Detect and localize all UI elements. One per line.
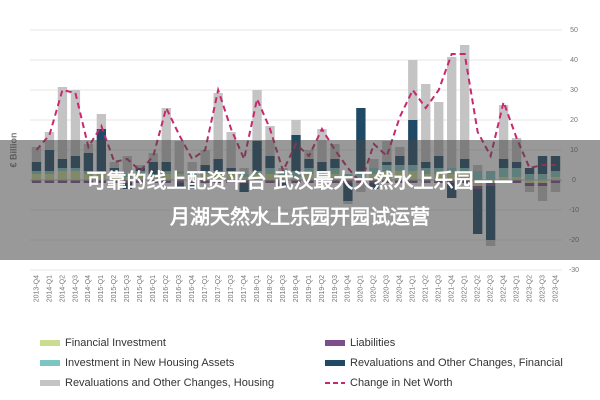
bar [447, 57, 457, 168]
x-tick-label: 2015-Q3 [124, 275, 131, 302]
x-tick-label: 2022-Q3 [487, 275, 494, 302]
x-tick-label: 2014-Q4 [85, 275, 92, 302]
x-tick-label: 2022-Q2 [475, 275, 482, 302]
x-tick-label: 2021-Q2 [423, 275, 430, 302]
x-tick-label: 2023-Q3 [539, 275, 546, 302]
bar [408, 60, 418, 120]
x-tick-label: 2019-Q2 [319, 275, 326, 302]
bar [161, 108, 171, 162]
banner-text: 可靠的线上配资平台 武汉最大天然水上乐园—— [87, 169, 514, 193]
x-tick-label: 2014-Q1 [46, 275, 53, 302]
x-tick-label: 2018-Q4 [293, 275, 300, 302]
x-tick-label: 2020-Q2 [371, 275, 378, 302]
x-tick-label: 2018-Q3 [280, 275, 287, 302]
banner-text: 月湖天然水上乐园开园试运营 [169, 205, 430, 229]
x-tick-label: 2019-Q1 [306, 275, 313, 302]
x-tick-label: 2020-Q4 [397, 275, 404, 302]
legend: Financial Investment Liabilities Investmen… [40, 337, 563, 389]
y-tick-label: 20 [570, 117, 578, 124]
x-tick-label: 2023-Q4 [552, 275, 559, 302]
x-tick-label: 2015-Q4 [137, 275, 144, 302]
legend-swatch [40, 340, 60, 346]
x-tick-label: 2013-Q4 [33, 275, 40, 302]
legend-swatch [40, 360, 60, 366]
x-tick-label: 2021-Q3 [436, 275, 443, 302]
banner [0, 140, 600, 260]
bar [434, 102, 444, 156]
x-tick-label: 2015-Q1 [98, 275, 105, 302]
x-tick-label: 2023-Q1 [513, 275, 520, 302]
bar [57, 87, 68, 159]
bar [498, 105, 509, 159]
x-tick-label: 2014-Q2 [59, 275, 66, 302]
x-tick-label: 2023-Q2 [526, 275, 533, 302]
x-tick-label: 2015-Q2 [111, 275, 118, 302]
y-tick-label: 30 [570, 87, 578, 94]
y-tick-label: 50 [570, 27, 578, 34]
bar [460, 45, 470, 159]
legend-label: Revaluations and Other Changes, Financia… [350, 357, 563, 369]
x-tick-label: 2017-Q2 [215, 275, 222, 302]
legend-label: Liabilities [350, 337, 396, 349]
x-tick-label: 2021-Q1 [410, 275, 417, 302]
x-tick-label: 2019-Q3 [332, 275, 339, 302]
legend-label: Investment in New Housing Assets [65, 357, 235, 369]
x-tick-label: 2020-Q1 [358, 275, 365, 302]
bar [70, 90, 81, 156]
x-tick-label: 2021-Q4 [449, 275, 456, 302]
x-tick-label: 2016-Q4 [189, 275, 196, 302]
y-tick-label: 40 [570, 57, 578, 64]
legend-label: Financial Investment [65, 337, 166, 349]
bar [213, 93, 223, 159]
x-tick-label: 2018-Q2 [267, 275, 274, 302]
x-tick-label: 2017-Q3 [228, 275, 235, 302]
x-tick-label: 2017-Q4 [241, 275, 248, 302]
bar [252, 90, 262, 141]
x-tick-label: 2017-Q1 [202, 275, 209, 302]
legend-label: Change in Net Worth [350, 377, 453, 389]
legend-swatch [325, 360, 345, 366]
x-tick-label: 2018-Q1 [254, 275, 261, 302]
legend-label: Revaluations and Other Changes, Housing [65, 377, 274, 389]
y-tick-label: -30 [569, 267, 579, 274]
x-tick-label: 2014-Q3 [72, 275, 79, 302]
legend-swatch [325, 340, 345, 346]
x-tick-label: 2016-Q2 [163, 275, 170, 302]
bar [291, 120, 301, 135]
x-tick-label: 2022-Q4 [500, 275, 507, 302]
x-tick-label: 2016-Q1 [150, 275, 157, 302]
bar [421, 84, 431, 162]
bar [96, 114, 107, 129]
x-tick-label: 2019-Q4 [345, 275, 352, 302]
x-tick-label: 2022-Q1 [462, 275, 469, 302]
legend-swatch [40, 380, 60, 386]
x-tick-label: 2020-Q3 [384, 275, 391, 302]
x-tick-label: 2016-Q3 [176, 275, 183, 302]
